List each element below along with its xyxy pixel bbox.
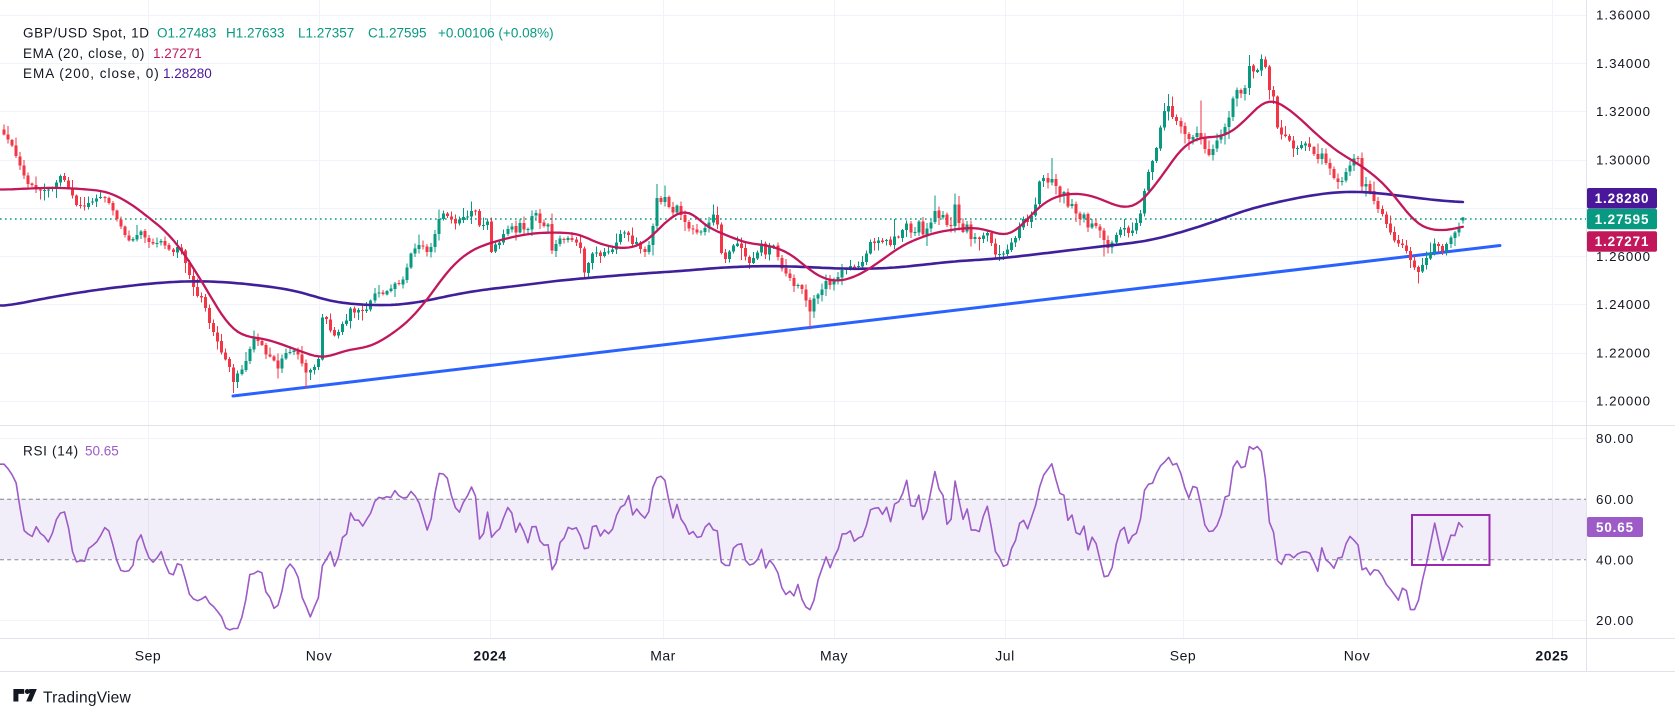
svg-text:80.00: 80.00 xyxy=(1596,431,1634,446)
svg-text:H1.27633: H1.27633 xyxy=(226,26,285,41)
svg-text:40.00: 40.00 xyxy=(1596,552,1634,567)
svg-text:O1.27483: O1.27483 xyxy=(157,26,216,41)
svg-text:EMA (200, close, 0): EMA (200, close, 0) xyxy=(23,66,160,81)
svg-text:1.28280: 1.28280 xyxy=(163,66,212,81)
svg-text:Mar: Mar xyxy=(650,648,676,664)
svg-text:TradingView: TradingView xyxy=(43,689,132,706)
svg-text:EMA (20, close, 0): EMA (20, close, 0) xyxy=(23,46,145,61)
svg-text:1.30000: 1.30000 xyxy=(1596,152,1651,167)
svg-text:20.00: 20.00 xyxy=(1596,613,1634,628)
svg-text:2024: 2024 xyxy=(473,648,506,664)
svg-text:1.34000: 1.34000 xyxy=(1596,56,1651,71)
svg-text:1.27271: 1.27271 xyxy=(1595,234,1650,249)
svg-text:50.65: 50.65 xyxy=(1596,520,1634,535)
svg-text:1.36000: 1.36000 xyxy=(1596,8,1651,23)
svg-text:1.24000: 1.24000 xyxy=(1596,297,1651,312)
svg-text:+0.00106 (+0.08%): +0.00106 (+0.08%) xyxy=(438,26,554,41)
svg-text:1.27595: 1.27595 xyxy=(1595,212,1650,227)
svg-text:1.26000: 1.26000 xyxy=(1596,249,1651,264)
svg-text:Nov: Nov xyxy=(306,648,332,664)
svg-text:1.28280: 1.28280 xyxy=(1595,191,1650,206)
svg-text:May: May xyxy=(820,648,848,664)
svg-text:Sep: Sep xyxy=(1170,648,1196,664)
svg-text:Jul: Jul xyxy=(995,648,1014,664)
svg-text:Nov: Nov xyxy=(1344,648,1370,664)
svg-text:L1.27357: L1.27357 xyxy=(298,26,354,41)
svg-text:1.32000: 1.32000 xyxy=(1596,104,1651,119)
svg-text:C1.27595: C1.27595 xyxy=(368,26,427,41)
svg-text:GBP/USD Spot, 1D: GBP/USD Spot, 1D xyxy=(23,26,150,41)
svg-text:1.22000: 1.22000 xyxy=(1596,345,1651,360)
svg-text:60.00: 60.00 xyxy=(1596,492,1634,507)
svg-text:1.20000: 1.20000 xyxy=(1596,394,1651,409)
svg-text:2025: 2025 xyxy=(1535,648,1568,664)
svg-text:RSI (14): RSI (14) xyxy=(23,444,79,459)
svg-text:1.27271: 1.27271 xyxy=(153,46,202,61)
svg-text:Sep: Sep xyxy=(135,648,161,664)
svg-text:50.65: 50.65 xyxy=(85,444,119,459)
